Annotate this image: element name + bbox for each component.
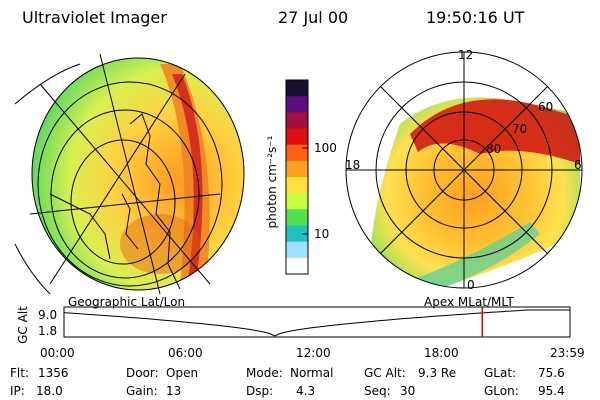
glon-label: GLon: — [484, 384, 519, 398]
altitude-tick-high: 9.0 — [38, 308, 58, 322]
colorbar-swatch — [286, 96, 308, 113]
gc-alt-value: 9.3 Re — [418, 366, 457, 380]
door-label: Door: — [126, 366, 159, 380]
flt-value: 1356 — [38, 366, 69, 380]
coastline-outlines — [49, 113, 181, 290]
colorbar-tick-100: 100 — [314, 141, 337, 155]
time-tick-0600: 06:00 — [168, 346, 203, 360]
seq-label: Seq: — [364, 384, 391, 398]
glon-value: 95.4 — [538, 384, 565, 398]
colorbar-swatch — [286, 241, 308, 259]
colorbar-swatch — [286, 177, 308, 194]
geographic-grid — [14, 53, 245, 294]
time-tick-2359: 23:59 — [550, 346, 585, 360]
geographic-auroral-image — [14, 53, 245, 294]
color-scale-gradient — [286, 80, 308, 275]
colorbar-swatch — [286, 80, 308, 97]
mlat-mlt-grid — [345, 51, 583, 289]
time-tick-1800: 18:00 — [424, 346, 459, 360]
earth-disk — [32, 58, 244, 290]
seq-value: 30 — [400, 384, 416, 398]
altitude-plot-frame — [63, 306, 571, 338]
polar-aurora-image — [370, 97, 580, 288]
colorbar-swatch — [286, 160, 308, 178]
altitude-axis-label: GC Alt — [16, 306, 30, 344]
apex-caption: Apex MLat/MLT — [424, 295, 514, 309]
observation-date: 27 Jul 00 — [278, 8, 349, 27]
mlt-label-6: 6 — [574, 158, 582, 172]
colorbar-swatch — [286, 257, 308, 275]
gain-value: 13 — [166, 384, 182, 398]
colorbar-tick-10: 10 — [314, 227, 330, 241]
glat-label: GLat: — [484, 366, 517, 380]
geographic-caption: Geographic Lat/Lon — [68, 295, 186, 309]
color-scale-bar — [285, 79, 309, 275]
time-tick-0000: 00:00 — [40, 346, 75, 360]
altitude-curve — [63, 309, 570, 337]
colorbar-swatch — [286, 193, 308, 210]
colorbar-swatch — [286, 128, 308, 146]
colorbar-swatch — [286, 209, 308, 226]
app-title: Ultraviolet Imager — [22, 8, 167, 27]
orbit-altitude-plot — [63, 306, 571, 338]
magnetic-polar-map — [345, 51, 583, 289]
altitude-tick-low: 1.8 — [38, 324, 58, 338]
polar-cap-emission — [410, 99, 580, 164]
ip-label: IP: — [10, 384, 25, 398]
dsp-value: 4.3 — [296, 384, 316, 398]
gc-alt-label: GC Alt: — [364, 366, 406, 380]
mlt-label-0: 0 — [467, 278, 475, 292]
door-value: Open — [166, 366, 199, 380]
mlat-label-80: 80 — [486, 142, 502, 156]
mode-value: Normal — [290, 366, 334, 380]
colorbar-swatch — [286, 144, 308, 162]
ip-value: 18.0 — [36, 384, 63, 398]
mlt-label-18: 18 — [345, 158, 361, 172]
time-tick-1200: 12:00 — [296, 346, 331, 360]
mlat-label-60: 60 — [538, 100, 554, 114]
glat-value: 75.6 — [538, 366, 565, 380]
colorbar-swatch — [286, 112, 308, 129]
gain-label: Gain: — [126, 384, 158, 398]
dsp-label: Dsp: — [246, 384, 274, 398]
colorbar-swatch — [286, 225, 308, 243]
colorbar-units-label: photon cm⁻²s⁻¹ — [265, 135, 279, 229]
mlat-label-70: 70 — [512, 122, 528, 136]
mlt-label-12: 12 — [458, 48, 474, 62]
observation-time: 19:50:16 UT — [426, 8, 525, 27]
flt-label: Flt: — [10, 366, 29, 380]
mode-label: Mode: — [246, 366, 283, 380]
